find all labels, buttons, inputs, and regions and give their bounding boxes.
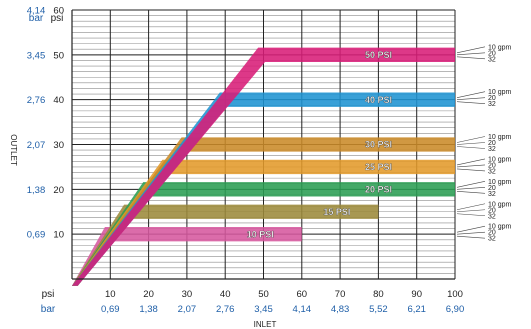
- flow-leader-line: [456, 136, 486, 143]
- flow-label-10: 32: [488, 236, 496, 243]
- flow-label-25: 10 gpm: [488, 156, 512, 163]
- flow-leader-line: [456, 235, 486, 239]
- x-tick-psi: 10: [105, 289, 116, 300]
- flow-leader-line: [456, 187, 486, 190]
- y-tick-psi: 50: [53, 50, 64, 61]
- flow-leader-line: [456, 191, 486, 194]
- axes: [71, 10, 455, 280]
- flow-leader-line: [456, 231, 486, 235]
- flow-label-20: 20: [488, 185, 496, 192]
- y-tick-bar: 2,76: [27, 95, 46, 106]
- flow-label-25: 32: [488, 168, 496, 175]
- x-tick-psi: 100: [447, 289, 463, 300]
- flow-label-30: 10 gpm: [488, 134, 512, 141]
- x-tick-bar: 5,52: [369, 304, 388, 315]
- y-tick-psi: 60: [53, 6, 64, 17]
- x-tick-psi: 20: [143, 289, 154, 300]
- y-tick-bar: 2,07: [27, 140, 46, 151]
- labels: 10 0,69 20 1,38 30 2,07 40 2,76 50 3,45 60 4,14 10 0,…: [27, 6, 512, 316]
- y-tick-bar: 3,45: [27, 50, 46, 61]
- flow-label-40: 10 gpm: [488, 89, 512, 96]
- x-tick-psi: 60: [297, 289, 308, 300]
- x-tick-bar: 3,45: [254, 304, 273, 315]
- x-tick-bar: 4,14: [293, 304, 312, 315]
- x-tick-bar: 6,21: [407, 304, 426, 315]
- x-tick-bar: 2,76: [216, 304, 235, 315]
- y-tick-bar: 4,14: [27, 6, 46, 17]
- series-label-20-psi: 20 PSI: [365, 185, 392, 195]
- y-tick-psi: 20: [53, 185, 64, 196]
- x-axis-title: INLET: [254, 320, 277, 329]
- flow-leader-line: [456, 146, 486, 149]
- y-tick-psi: 40: [53, 95, 64, 106]
- series-label-15-psi: 15 PSI: [323, 207, 350, 217]
- series-label-10-psi: 10 PSI: [247, 229, 274, 239]
- flow-label-40: 32: [488, 101, 496, 108]
- flow-label-30: 20: [488, 140, 496, 147]
- x-tick-psi: 80: [373, 289, 384, 300]
- x-unit-bar: bar: [41, 304, 56, 315]
- y-unit-psi: psi: [51, 13, 64, 24]
- flow-leader-line: [456, 209, 486, 213]
- flow-label-50: 32: [488, 56, 496, 63]
- flow-label-25: 20: [488, 162, 496, 169]
- flow-leader-line: [456, 181, 486, 188]
- flow-label-15: 20: [488, 207, 496, 214]
- flow-label-15: 10 gpm: [488, 201, 512, 208]
- flow-leader-line: [456, 142, 486, 145]
- flow-leader-line: [456, 101, 486, 104]
- flow-label-15: 32: [488, 213, 496, 220]
- flow-label-50: 20: [488, 50, 496, 57]
- series-label-40-psi: 40 PSI: [365, 95, 392, 105]
- flow-leader-line: [456, 203, 486, 211]
- x-tick-bar: 4,83: [331, 304, 350, 315]
- y-axis-title: OUTLET: [9, 134, 18, 166]
- flow-label-50: 10 gpm: [488, 44, 512, 51]
- flow-leader-line: [456, 213, 486, 217]
- y-tick-psi: 30: [53, 140, 64, 151]
- x-unit-psi: psi: [42, 289, 55, 300]
- flow-leader-line: [456, 164, 486, 168]
- x-tick-psi: 50: [258, 289, 269, 300]
- pressure-bands: [72, 47, 455, 286]
- flow-leader-line: [456, 46, 486, 54]
- y-unit-bar: bar: [29, 13, 44, 24]
- series-band-20-psi: [72, 182, 455, 286]
- flow-leader-line: [456, 56, 486, 60]
- flow-leader-line: [456, 168, 486, 172]
- flow-leader-line: [456, 52, 486, 56]
- x-tick-bar: 0,69: [101, 304, 120, 315]
- x-tick-psi: 70: [335, 289, 346, 300]
- y-tick-psi: 10: [53, 230, 64, 241]
- x-tick-psi: 40: [220, 289, 231, 300]
- series-band-10-psi: [72, 226, 302, 286]
- x-tick-psi: 30: [182, 289, 193, 300]
- series-label-50-psi: 50 PSI: [365, 50, 392, 60]
- y-tick-bar: 0,69: [27, 230, 46, 241]
- flow-label-10: 10 gpm: [488, 224, 512, 231]
- flow-leader-line: [456, 97, 486, 100]
- series-label-30-psi: 30 PSI: [365, 140, 392, 150]
- flow-leader-line: [456, 91, 486, 98]
- x-tick-bar: 1,38: [139, 304, 158, 315]
- flow-label-20: 10 gpm: [488, 179, 512, 186]
- y-tick-bar: 1,38: [27, 185, 46, 196]
- flow-leader-line: [456, 158, 486, 166]
- flow-leader-line: [456, 225, 486, 233]
- series-band-15-psi: [72, 204, 379, 286]
- flow-label-40: 20: [488, 95, 496, 102]
- flow-label-30: 32: [488, 146, 496, 153]
- flow-label-20: 32: [488, 191, 496, 198]
- x-tick-bar: 6,90: [446, 304, 465, 315]
- series-band-25-psi: [72, 159, 455, 286]
- series-label-25-psi: 25 PSI: [365, 162, 392, 172]
- flow-label-10: 20: [488, 230, 496, 237]
- x-tick-psi: 90: [411, 289, 422, 300]
- x-tick-bar: 2,07: [178, 304, 197, 315]
